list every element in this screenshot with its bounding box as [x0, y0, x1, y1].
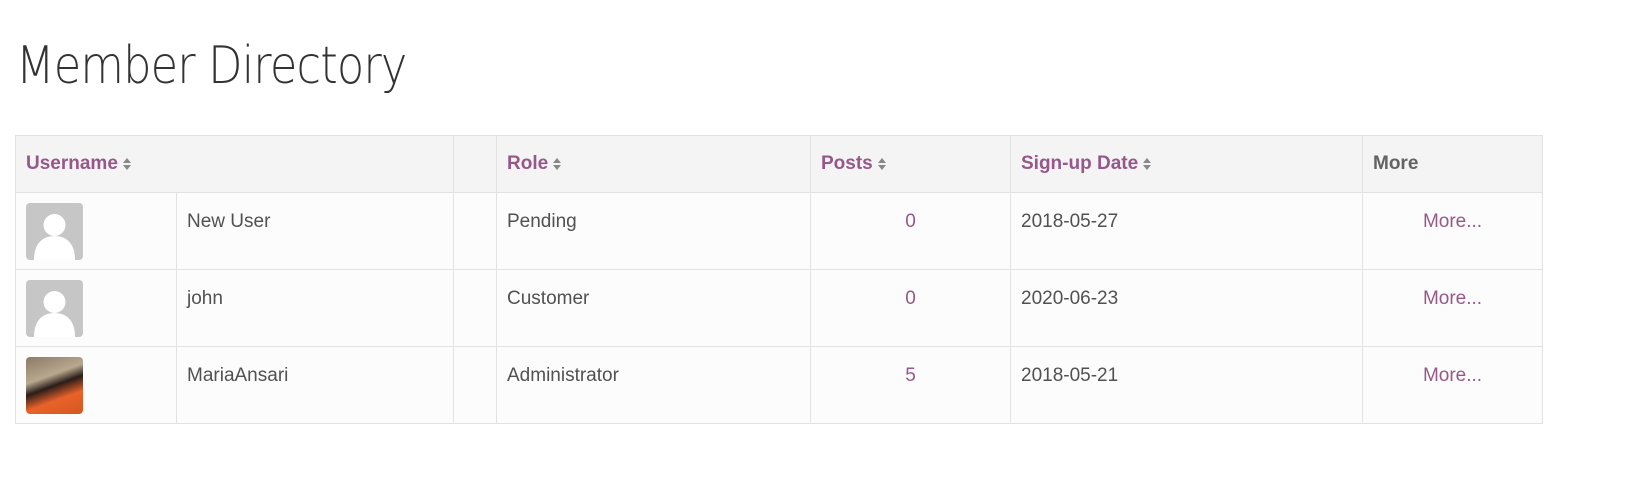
page-title: Member Directory [16, 36, 407, 96]
default-avatar-icon [34, 291, 75, 337]
avatar-cell [15, 269, 177, 347]
username-cell: john [176, 269, 454, 347]
role-cell: Administrator [496, 346, 811, 424]
sort-signup-link[interactable]: Sign-up Date [1021, 153, 1139, 174]
header-posts[interactable]: Posts [810, 135, 1011, 193]
empty-cell [453, 346, 497, 424]
sort-username-link[interactable]: Username [26, 153, 118, 174]
empty-cell [453, 192, 497, 270]
more-cell: More... [1362, 269, 1543, 347]
user-avatar[interactable] [26, 203, 83, 260]
username-cell: New User [176, 192, 454, 270]
signup-date-cell: 2018-05-21 [1010, 346, 1363, 424]
username-cell: MariaAnsari [176, 346, 454, 424]
header-username[interactable]: Username [15, 135, 454, 193]
sort-icon [877, 157, 886, 170]
header-role[interactable]: Role [496, 135, 811, 193]
sort-icon [553, 157, 562, 170]
avatar-cell [15, 192, 177, 270]
role-cell: Pending [496, 192, 811, 270]
sort-posts-link[interactable]: Posts [821, 153, 873, 174]
signup-date-cell: 2020-06-23 [1010, 269, 1363, 347]
header-signup-date[interactable]: Sign-up Date [1010, 135, 1363, 193]
signup-date-cell: 2018-05-27 [1010, 192, 1363, 270]
table-row: john Customer 0 2020-06-23 More... [15, 269, 1543, 347]
sort-icon [1143, 157, 1152, 170]
member-table: Username Role Posts Sign-up Date More Ne… [15, 135, 1543, 424]
default-avatar-icon [34, 214, 75, 260]
sort-role-link[interactable]: Role [507, 153, 549, 174]
table-header-row: Username Role Posts Sign-up Date More [15, 135, 1543, 193]
more-cell: More... [1362, 192, 1543, 270]
role-cell: Customer [496, 269, 811, 347]
more-link[interactable]: More... [1422, 365, 1483, 386]
empty-cell [453, 269, 497, 347]
more-link[interactable]: More... [1422, 211, 1483, 232]
table-row: MariaAnsari Administrator 5 2018-05-21 M… [15, 346, 1543, 424]
posts-cell[interactable]: 5 [810, 346, 1011, 424]
sort-icon [122, 157, 131, 170]
more-link[interactable]: More... [1422, 288, 1483, 309]
posts-cell[interactable]: 0 [810, 269, 1011, 347]
user-avatar[interactable] [26, 280, 83, 337]
more-cell: More... [1362, 346, 1543, 424]
avatar-cell [15, 346, 177, 424]
header-more: More [1362, 135, 1543, 193]
table-row: New User Pending 0 2018-05-27 More... [15, 192, 1543, 270]
user-avatar[interactable] [26, 357, 83, 414]
header-empty [453, 135, 497, 193]
posts-cell[interactable]: 0 [810, 192, 1011, 270]
